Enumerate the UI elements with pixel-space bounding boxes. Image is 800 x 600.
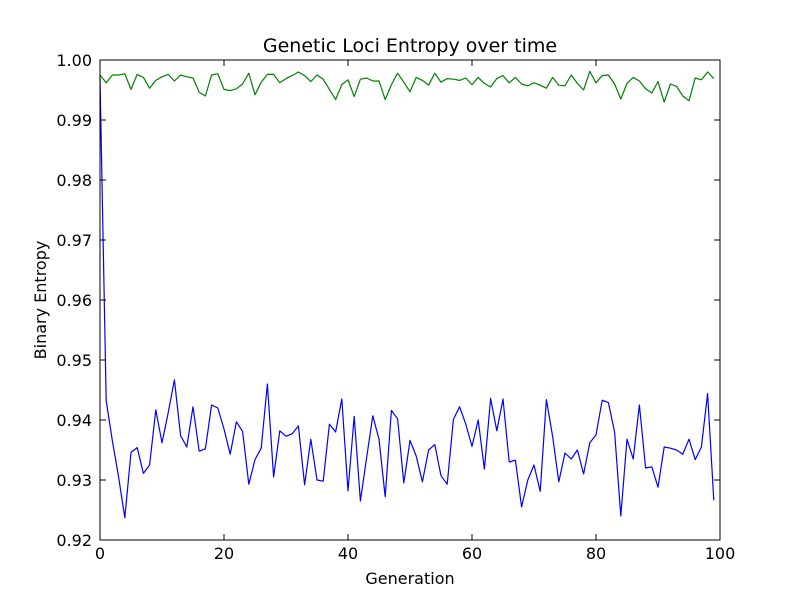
y-axis-title: Binary Entropy xyxy=(31,241,50,360)
x-tick-label: 20 xyxy=(214,544,234,563)
y-tick-label: 0.97 xyxy=(56,231,92,250)
y-tick-label: 0.94 xyxy=(56,411,92,430)
x-tick-label: 80 xyxy=(586,544,606,563)
y-tick-label: 0.93 xyxy=(56,471,92,490)
y-tick-label: 0.98 xyxy=(56,171,92,190)
series-line-0 xyxy=(99,70,715,103)
chart-title: Genetic Loci Entropy over time xyxy=(263,35,557,57)
x-tick-label: 60 xyxy=(462,544,482,563)
x-tick-label: 100 xyxy=(705,544,736,563)
y-tick-label: 0.99 xyxy=(56,111,92,130)
y-tick-label: 0.96 xyxy=(56,291,92,310)
y-tick-label: 1.00 xyxy=(56,51,92,70)
series-layer xyxy=(99,70,715,519)
x-tick-label: 40 xyxy=(338,544,358,563)
y-tick-label: 0.95 xyxy=(56,351,92,370)
x-axis-title: Generation xyxy=(365,569,454,588)
y-tick-label: 0.92 xyxy=(56,531,92,550)
plot-frame xyxy=(99,59,721,541)
x-tick-label: 0 xyxy=(95,544,105,563)
ticks-layer: 0 20 40 60 80 100 0.92 0.93 0.94 0.95 0.96 0.97 0.98… xyxy=(56,51,735,563)
series-line-1 xyxy=(99,77,715,519)
